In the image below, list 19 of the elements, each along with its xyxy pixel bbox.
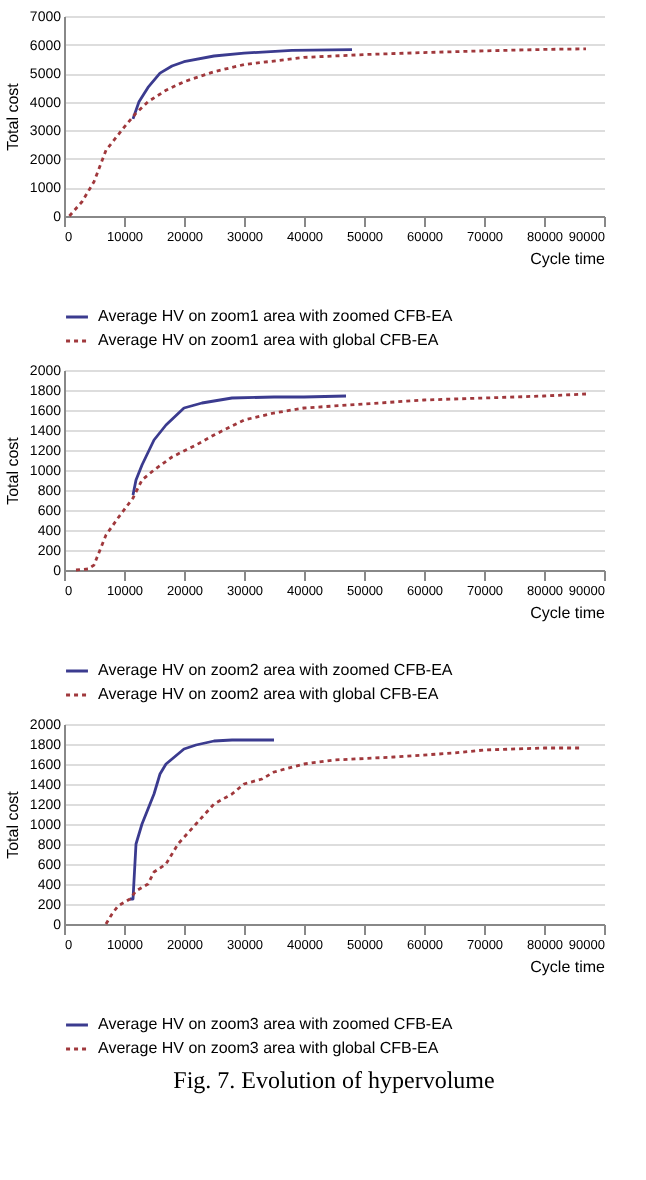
x-axis-title: Cycle time xyxy=(530,958,607,976)
x-axis-title: Cycle time xyxy=(530,604,607,622)
caption: Fig. 7. Evolution of hypervolume xyxy=(173,1066,495,1094)
line-series xyxy=(68,47,588,218)
line-series xyxy=(74,392,588,572)
line-series xyxy=(131,48,354,121)
legend-label: Average HV on zoom2 area with zoomed CFB-EA xyxy=(98,661,454,679)
line-series xyxy=(128,738,276,901)
y-axis-title: Total cost xyxy=(3,435,22,505)
y-axis-title: Total cost xyxy=(3,81,22,151)
legend-label: Average HV on zoom3 area with global CFB-EA xyxy=(98,1039,440,1057)
legend-label: Average HV on zoom2 area with global CFB-EA xyxy=(98,685,440,703)
legend-label: Average HV on zoom1 area with global CFB-EA xyxy=(98,331,440,349)
y-axis-title: Total cost xyxy=(3,789,22,859)
legend-label: Average HV on zoom1 area with zoomed CFB-EA xyxy=(98,307,454,325)
line-series xyxy=(131,394,348,497)
legend-label: Average HV on zoom3 area with zoomed CFB-EA xyxy=(98,1015,454,1033)
x-axis-title: Cycle time xyxy=(530,250,607,268)
line-series xyxy=(104,746,582,926)
